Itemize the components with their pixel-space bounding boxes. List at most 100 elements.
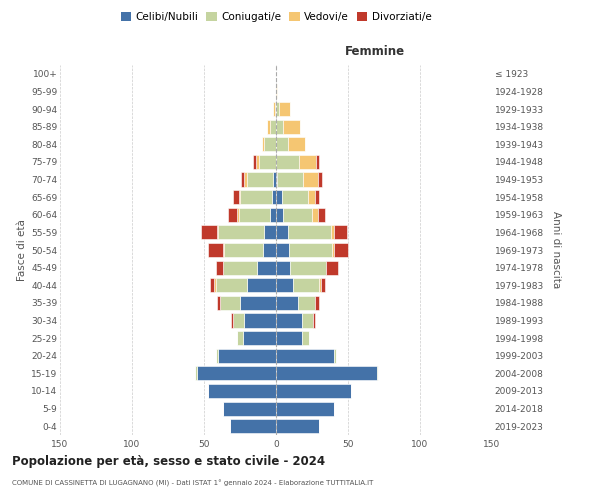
Bar <box>302 314 313 328</box>
Bar <box>276 137 287 152</box>
Bar <box>276 419 319 433</box>
Bar <box>229 208 237 222</box>
Bar <box>262 137 265 152</box>
Bar <box>276 208 283 222</box>
Bar <box>265 226 276 239</box>
Bar <box>218 348 276 363</box>
Bar <box>304 172 318 186</box>
Bar <box>276 243 289 257</box>
Bar <box>276 384 351 398</box>
Bar <box>253 155 256 169</box>
Bar <box>319 278 320 292</box>
Bar <box>215 260 223 274</box>
Bar <box>196 366 197 380</box>
Bar <box>276 348 334 363</box>
Bar <box>289 243 332 257</box>
Bar <box>287 137 305 152</box>
Bar <box>276 402 334 415</box>
Bar <box>302 331 309 345</box>
Bar <box>276 226 287 239</box>
Bar <box>312 208 318 222</box>
Bar <box>315 296 319 310</box>
Bar <box>208 243 223 257</box>
Text: Popolazione per età, sesso e stato civile - 2024: Popolazione per età, sesso e stato civil… <box>12 455 325 468</box>
Bar <box>215 278 247 292</box>
Bar <box>313 314 315 328</box>
Bar <box>331 226 334 239</box>
Bar <box>276 278 293 292</box>
Bar <box>279 102 290 116</box>
Bar <box>276 314 302 328</box>
Bar <box>240 190 272 204</box>
Bar <box>244 314 276 328</box>
Bar <box>217 226 218 239</box>
Legend: Celibi/Nubili, Coniugati/e, Vedovi/e, Divorziati/e: Celibi/Nubili, Coniugati/e, Vedovi/e, Di… <box>116 8 436 26</box>
Bar <box>275 102 276 116</box>
Bar <box>233 314 244 328</box>
Bar <box>276 172 277 186</box>
Bar <box>276 102 279 116</box>
Bar <box>239 208 270 222</box>
Bar <box>290 260 326 274</box>
Bar <box>237 331 243 345</box>
Bar <box>334 243 348 257</box>
Bar <box>215 348 218 363</box>
Bar <box>241 172 244 186</box>
Bar <box>377 366 378 380</box>
Bar <box>224 243 263 257</box>
Bar <box>293 278 319 292</box>
Bar <box>201 226 217 239</box>
Bar <box>263 243 276 257</box>
Bar <box>270 120 276 134</box>
Bar <box>334 348 337 363</box>
Y-axis label: Anni di nascita: Anni di nascita <box>551 212 560 288</box>
Bar <box>276 366 377 380</box>
Text: COMUNE DI CASSINETTA DI LUGAGNANO (MI) - Dati ISTAT 1° gennaio 2024 - Elaborazio: COMUNE DI CASSINETTA DI LUGAGNANO (MI) -… <box>12 480 373 487</box>
Bar <box>315 190 319 204</box>
Bar <box>217 296 220 310</box>
Bar <box>197 366 276 380</box>
Bar <box>223 243 224 257</box>
Bar <box>239 190 240 204</box>
Bar <box>240 296 276 310</box>
Bar <box>276 84 277 98</box>
Bar <box>220 296 240 310</box>
Bar <box>273 172 276 186</box>
Bar <box>308 190 315 204</box>
Bar <box>320 278 325 292</box>
Bar <box>256 155 259 169</box>
Bar <box>232 314 233 328</box>
Bar <box>244 172 247 186</box>
Bar <box>265 137 276 152</box>
Bar <box>233 190 239 204</box>
Bar <box>316 155 319 169</box>
Bar <box>208 384 276 398</box>
Bar <box>277 172 304 186</box>
Bar <box>276 155 299 169</box>
Bar <box>318 208 325 222</box>
Bar <box>276 120 283 134</box>
Bar <box>210 278 214 292</box>
Bar <box>223 260 257 274</box>
Bar <box>287 226 331 239</box>
Bar <box>318 172 322 186</box>
Bar <box>334 226 347 239</box>
Bar <box>218 226 265 239</box>
Text: Femmine: Femmine <box>345 44 406 58</box>
Bar <box>214 278 215 292</box>
Bar <box>273 102 275 116</box>
Bar <box>272 190 276 204</box>
Bar <box>283 120 301 134</box>
Bar <box>276 190 282 204</box>
Bar <box>326 260 338 274</box>
Bar <box>298 296 315 310</box>
Bar <box>243 331 276 345</box>
Bar <box>247 278 276 292</box>
Bar <box>257 260 276 274</box>
Bar <box>283 208 312 222</box>
Bar <box>259 155 276 169</box>
Bar <box>276 296 298 310</box>
Y-axis label: Fasce di età: Fasce di età <box>17 219 27 281</box>
Bar <box>237 208 239 222</box>
Bar <box>247 172 273 186</box>
